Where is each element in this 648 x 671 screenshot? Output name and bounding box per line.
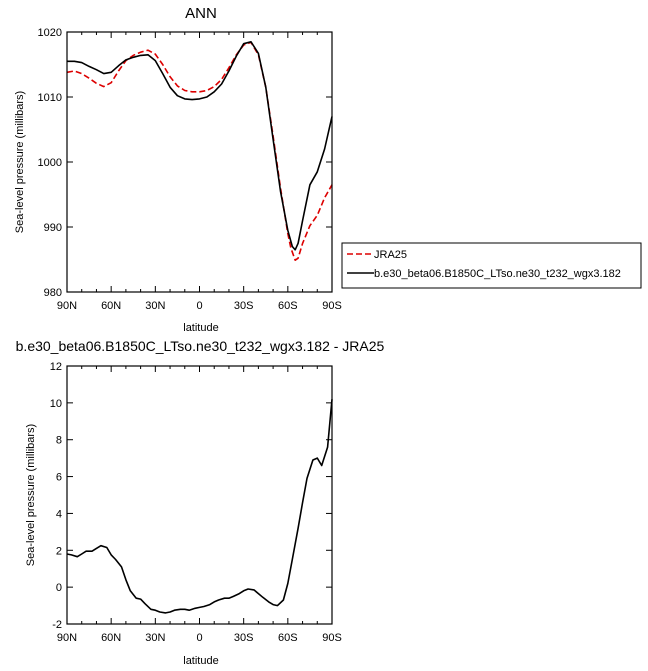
top-x-tick-label: 0	[196, 300, 202, 312]
top-x-tick-label: 30N	[145, 300, 165, 312]
bottom-y-tick-label: 10	[50, 398, 62, 410]
top-y-tick-label: 990	[44, 222, 62, 234]
bottom-y-tick-label: 8	[56, 435, 62, 447]
bottom-x-tick-label: 0	[196, 632, 202, 644]
bottom-chart-title: b.e30_beta06.B1850C_LTso.ne30_t232_wgx3.…	[16, 338, 385, 354]
legend: JRA25 b.e30_beta06.B1850C_LTso.ne30_t232…	[341, 242, 642, 289]
top-y-tick-label: 1020	[38, 27, 62, 39]
top-x-axis-label: latitude	[183, 322, 218, 334]
top-chart-title: ANN	[185, 5, 217, 22]
bottom-y-tick-label: 2	[56, 545, 62, 557]
bottom-y-tick-label: -2	[52, 619, 62, 631]
bottom-y-tick-label: 4	[56, 508, 62, 520]
top-y-axis-label: Sea-level pressure (millibars)	[14, 91, 26, 233]
top-x-tick-label: 90S	[322, 300, 342, 312]
bottom-x-axis-label: latitude	[183, 655, 218, 667]
bottom-x-tick-label: 30S	[234, 632, 254, 644]
bottom-x-tick-label: 30N	[145, 632, 165, 644]
legend-label-jra25: JRA25	[374, 249, 407, 261]
bottom-y-tick-label: 12	[50, 361, 62, 373]
top-x-tick-label: 60S	[278, 300, 298, 312]
bottom-y-axis-label: Sea-level pressure (millibars)	[25, 424, 37, 566]
top-series-line-jra25	[66, 41, 333, 262]
top-series-line-model	[67, 40, 333, 251]
bottom-y-tick-label: 0	[56, 582, 62, 594]
top-y-tick-label: 1000	[38, 157, 62, 169]
top-y-tick-label: 980	[44, 287, 62, 299]
bottom-panel: b.e30_beta06.B1850C_LTso.ne30_t232_wgx3.…	[16, 338, 385, 667]
legend-label-model: b.e30_beta06.B1850C_LTso.ne30_t232_wgx3.…	[374, 268, 621, 280]
bottom-series-line-difference	[66, 399, 333, 614]
top-y-tick-label: 1010	[38, 92, 62, 104]
bottom-x-tick-label: 90N	[57, 632, 77, 644]
top-x-tick-label: 60N	[101, 300, 121, 312]
bottom-y-tick-label: 6	[56, 472, 62, 484]
bottom-x-tick-label: 90S	[322, 632, 342, 644]
bottom-plot-frame	[66, 365, 333, 625]
top-x-tick-label: 90N	[57, 300, 77, 312]
top-x-tick-label: 30S	[234, 300, 254, 312]
bottom-x-tick-label: 60N	[101, 632, 121, 644]
legend-box	[341, 242, 642, 289]
bottom-x-tick-label: 60S	[278, 632, 298, 644]
top-panel: ANN 90N 60N 30N 0 30S 60S 90S 980 990 1000 1010 102…	[14, 5, 642, 334]
